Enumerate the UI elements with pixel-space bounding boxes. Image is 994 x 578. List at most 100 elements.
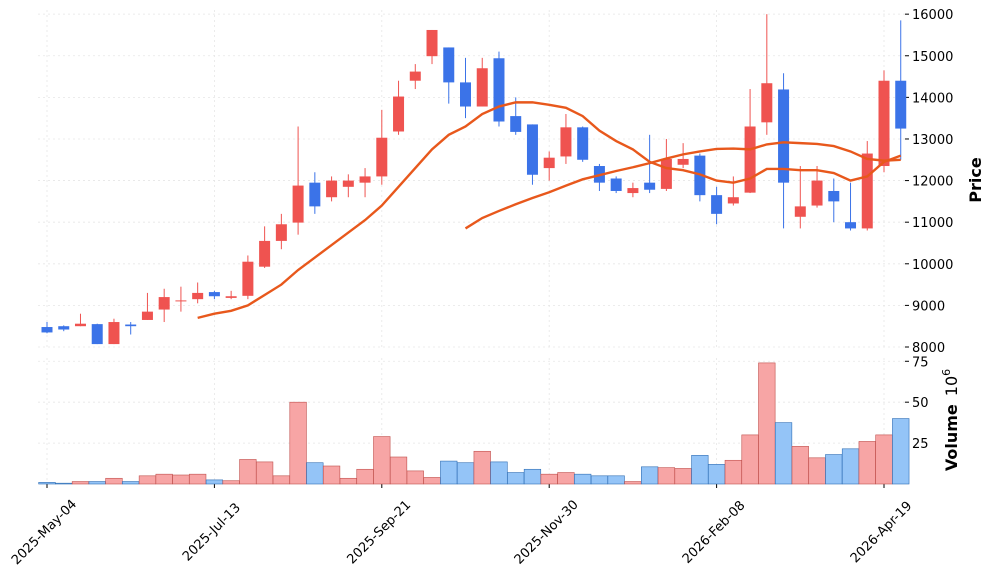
volume-bar — [256, 461, 274, 485]
candle-body — [677, 158, 689, 165]
candle-body — [460, 82, 471, 107]
volume-bar — [707, 464, 726, 485]
candle-body — [660, 158, 672, 189]
volume-bar — [406, 470, 424, 485]
candle-body — [426, 29, 438, 57]
volume-bar — [607, 475, 625, 485]
volume-bar — [289, 401, 307, 485]
volume-label: Volume — [942, 404, 961, 471]
candle-body — [275, 224, 287, 241]
volume-bar — [440, 460, 458, 485]
volume-bar — [456, 462, 475, 485]
volume-bar — [88, 481, 106, 485]
candle-body — [711, 195, 723, 214]
volume-bar — [540, 473, 558, 485]
volume-bar — [523, 468, 542, 485]
volume-bar — [306, 462, 324, 485]
volume-bar — [239, 459, 257, 485]
moving-average-line — [197, 101, 902, 320]
y-tick-label: 10000 — [912, 258, 953, 273]
candle-body — [125, 324, 137, 327]
volume-bar — [490, 461, 508, 485]
candle-body — [778, 89, 790, 183]
candle-body — [41, 327, 53, 333]
x-tick-label: 2025-Nov-30 — [512, 498, 582, 568]
volume-bar — [71, 481, 90, 485]
volume-bar — [272, 475, 290, 485]
volume-bar — [791, 446, 809, 485]
volume-bar — [892, 418, 910, 485]
y-tick-label: 25 — [912, 437, 929, 452]
volume-axis-label: Volume 106 — [940, 369, 961, 471]
y-tick-label: 9000 — [912, 299, 945, 314]
candle-body — [610, 178, 622, 191]
candle-body — [761, 83, 773, 123]
volume-bar — [774, 422, 793, 485]
price-axis-label: Price — [966, 157, 985, 203]
candle-body — [359, 176, 371, 183]
x-tick-label: 2025-Jul-13 — [180, 501, 244, 565]
candle-body — [794, 206, 806, 217]
candle-body — [326, 180, 338, 198]
x-tick-label: 2026-Feb-08 — [680, 498, 749, 567]
candle-body — [744, 126, 756, 193]
y-tick-label: 8000 — [912, 341, 945, 356]
candle-body — [175, 300, 187, 302]
candle-body — [309, 182, 321, 207]
candle-body — [342, 180, 354, 187]
volume-bar — [222, 480, 240, 485]
volume-bar — [741, 434, 759, 485]
volume-bar — [557, 472, 575, 485]
volume-bar — [657, 467, 675, 485]
volume-bar — [373, 436, 391, 485]
volume-multiplier-base: 10 — [942, 376, 961, 396]
candle-body — [627, 188, 639, 194]
candle-body — [409, 71, 421, 81]
candle-body — [443, 47, 455, 83]
volume-bar — [122, 481, 140, 485]
candle-body — [644, 182, 656, 190]
candle-body — [895, 80, 907, 129]
volume-bar — [322, 465, 341, 485]
candle-body — [845, 222, 857, 229]
y-tick-label: 14000 — [912, 91, 953, 106]
volume-bar — [825, 454, 843, 485]
volume-bar — [641, 466, 659, 485]
candle-body — [811, 180, 823, 206]
volume-bar — [473, 450, 491, 485]
y-tick-label: 50 — [912, 396, 929, 411]
volume-bar — [875, 434, 893, 485]
volume-bar — [808, 457, 826, 485]
candle-body — [543, 157, 555, 169]
volume-bar — [841, 448, 860, 485]
candle-body — [292, 185, 304, 223]
volume-bar — [624, 481, 642, 485]
candle-body — [192, 292, 204, 300]
volume-bar — [724, 459, 742, 485]
volume-bar — [339, 477, 357, 485]
candle-body — [74, 323, 86, 327]
volume-bar — [691, 455, 709, 485]
volume-bar — [105, 477, 123, 485]
candle-body — [108, 322, 120, 345]
volume-bar — [423, 477, 441, 485]
candle-body — [259, 240, 271, 267]
candle-body — [861, 153, 873, 229]
candle-body — [828, 190, 840, 202]
volume-bar — [38, 482, 56, 485]
volume-multiplier-exponent: 6 — [940, 369, 953, 376]
candle-body — [510, 116, 522, 132]
volume-bar — [356, 468, 374, 485]
candle-body — [242, 261, 254, 296]
volume-bar — [574, 473, 592, 485]
volume-bar — [858, 441, 876, 485]
volume-bar — [674, 468, 692, 485]
candle-body — [91, 324, 103, 345]
volume-bar — [205, 479, 224, 485]
x-tick-label: 2025-Sep-21 — [344, 498, 414, 568]
y-tick-label: 11000 — [912, 216, 953, 231]
volume-bar — [172, 474, 190, 485]
y-tick-label: 75 — [912, 355, 929, 370]
candle-body — [526, 124, 538, 175]
